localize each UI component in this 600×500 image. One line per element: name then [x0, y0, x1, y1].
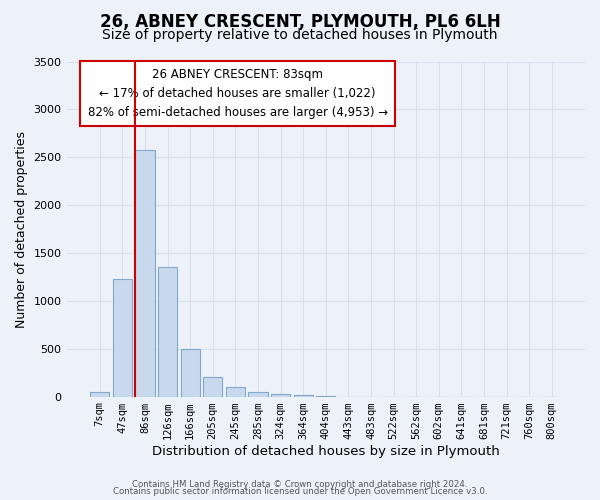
Y-axis label: Number of detached properties: Number of detached properties	[15, 130, 28, 328]
Bar	[90, 392, 109, 396]
Text: 26 ABNEY CRESCENT: 83sqm
← 17% of detached houses are smaller (1,022)
82% of sem: 26 ABNEY CRESCENT: 83sqm ← 17% of detach…	[88, 68, 388, 119]
Bar	[293, 395, 313, 396]
Bar	[203, 378, 223, 396]
Bar	[271, 394, 290, 396]
Bar	[158, 268, 177, 396]
Text: 26, ABNEY CRESCENT, PLYMOUTH, PL6 6LH: 26, ABNEY CRESCENT, PLYMOUTH, PL6 6LH	[100, 12, 500, 30]
Text: Size of property relative to detached houses in Plymouth: Size of property relative to detached ho…	[102, 28, 498, 42]
Bar	[136, 150, 155, 396]
Bar	[113, 279, 132, 396]
Bar	[226, 386, 245, 396]
X-axis label: Distribution of detached houses by size in Plymouth: Distribution of detached houses by size …	[152, 444, 500, 458]
Text: Contains HM Land Registry data © Crown copyright and database right 2024.: Contains HM Land Registry data © Crown c…	[132, 480, 468, 489]
Text: Contains public sector information licensed under the Open Government Licence v3: Contains public sector information licen…	[113, 487, 487, 496]
Bar	[248, 392, 268, 396]
Bar	[181, 348, 200, 397]
